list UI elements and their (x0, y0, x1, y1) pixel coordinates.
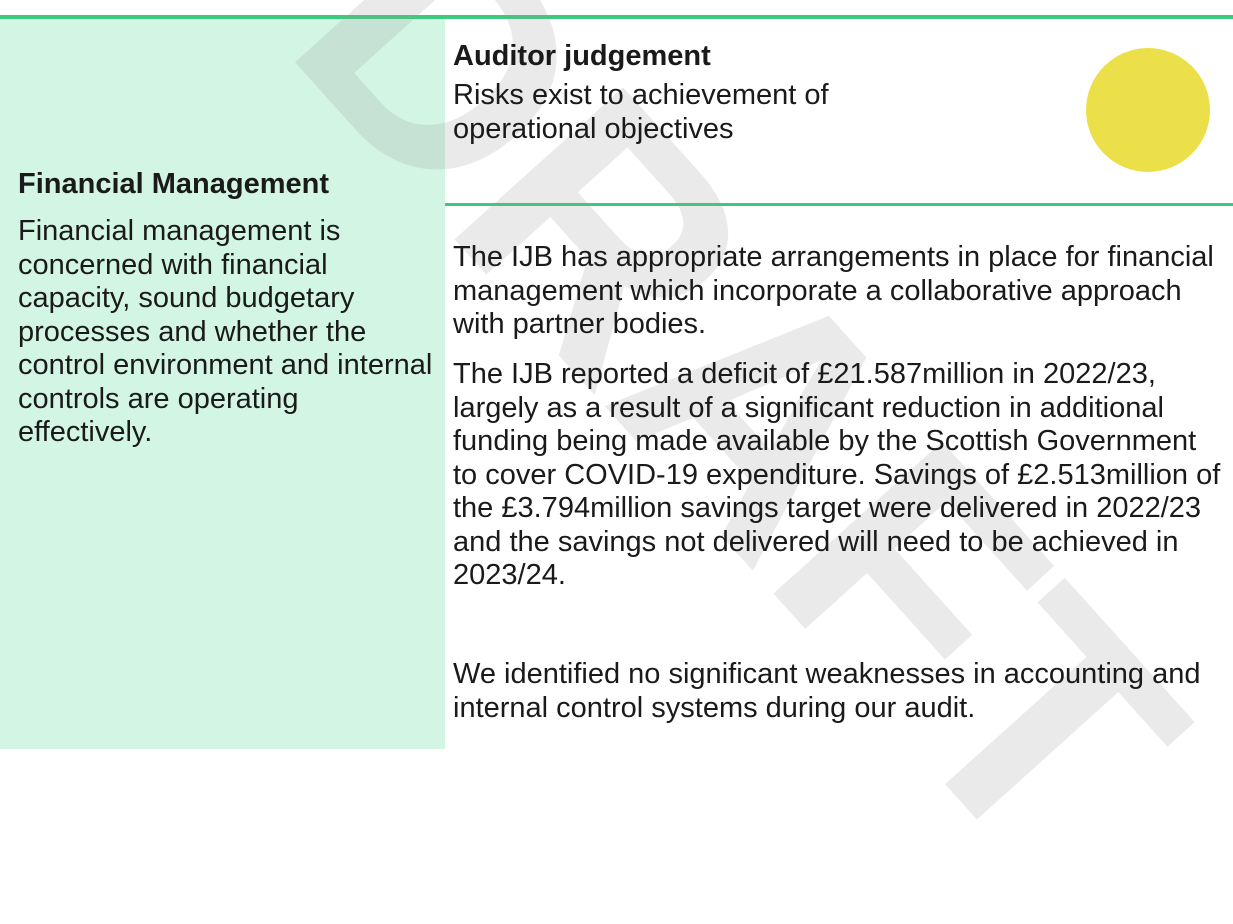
left-text: Financial management is concerned with f… (18, 215, 433, 448)
left-heading: Financial Management (18, 168, 330, 200)
mid-rule (445, 203, 1233, 206)
paragraph: We identified no significant weaknesses … (453, 658, 1201, 724)
judgement-text: Risks exist to achievement of operationa… (453, 79, 829, 145)
left-panel (0, 19, 445, 749)
judgement-heading: Auditor judgement (453, 40, 711, 72)
paragraph: The IJB reported a deficit of £21.587mil… (453, 358, 1221, 591)
paragraph: The IJB has appropriate arrangements in … (453, 241, 1214, 340)
rag-circle (1086, 48, 1210, 172)
top-rule (0, 15, 1233, 19)
